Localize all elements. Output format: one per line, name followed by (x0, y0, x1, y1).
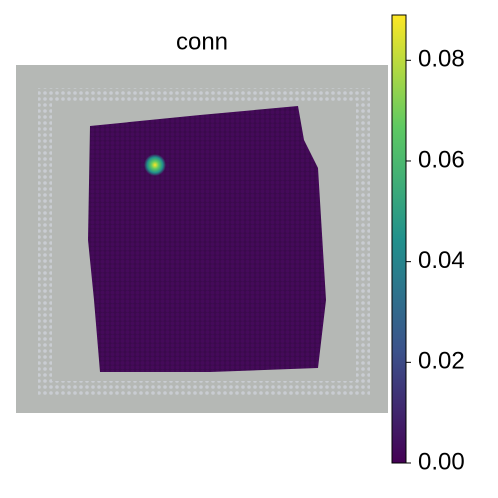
colorbar-gradient (391, 14, 407, 464)
colorbar-tick-label: 0.06 (418, 146, 465, 173)
colorbar: 0.00 0.02 0.04 0.06 0.08 (391, 14, 465, 475)
tissue-spots (88, 106, 326, 372)
hotspot (144, 154, 166, 176)
colorbar-tick-label: 0.02 (418, 348, 465, 375)
colorbar-tick-label: 0.08 (418, 46, 465, 73)
colorbar-tick-label: 0.00 (418, 448, 465, 475)
colorbar-tick-label: 0.04 (418, 247, 465, 274)
chart-title: conn (176, 28, 228, 55)
